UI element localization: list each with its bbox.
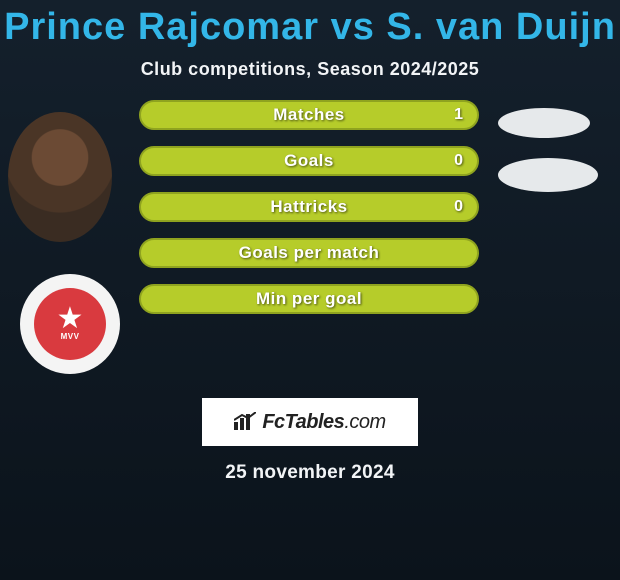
stat-bars: Matches 1 Goals 0 Hattricks 0 Goals per match M… (139, 100, 479, 330)
logo-text-light: .com (344, 411, 385, 433)
title-vs: vs (331, 6, 375, 48)
stat-bar-label: Min per goal (256, 289, 362, 309)
date-label: 25 november 2024 (0, 462, 620, 484)
stat-bar: Hattricks 0 (139, 192, 479, 222)
stat-bar-label: Hattricks (270, 197, 347, 217)
stat-bar-value: 0 (454, 198, 463, 216)
title-player-left: Prince Rajcomar (4, 6, 319, 48)
stat-bar-value: 1 (454, 106, 463, 124)
comparison-row: ★ MVV Matches1Goals0Hattricks0Goals per … (0, 118, 620, 378)
player-right-blob-2 (498, 158, 598, 192)
subtitle: Club competitions, Season 2024/2025 (0, 59, 620, 80)
stat-bar: Matches 1 (139, 100, 479, 130)
infographic: Prince Rajcomar vs S. van Duijn Club com… (0, 0, 620, 580)
page-title: Prince Rajcomar vs S. van Duijn (0, 0, 620, 49)
stat-bar-label: Goals (284, 151, 334, 171)
stat-bar: Goals 0 (139, 146, 479, 176)
stat-bar: Min per goal (139, 284, 479, 314)
stat-bar-label: Matches (273, 105, 345, 125)
player-right-blob-1 (498, 108, 590, 138)
site-logo: FcTables.com (202, 398, 418, 446)
star-icon: ★ (57, 304, 84, 334)
stat-bar: Goals per match (139, 238, 479, 268)
club-badge-text: MVV (61, 332, 80, 341)
club-badge: ★ MVV (20, 274, 120, 374)
title-player-right: S. van Duijn (386, 6, 615, 48)
stat-bar-value: 0 (454, 152, 463, 170)
player-left-avatar (8, 112, 112, 242)
chart-icon (234, 412, 256, 435)
logo-text-strong: FcTables (262, 411, 344, 433)
stat-bar-label: Goals per match (239, 243, 380, 263)
club-badge-inner: ★ MVV (34, 288, 106, 360)
